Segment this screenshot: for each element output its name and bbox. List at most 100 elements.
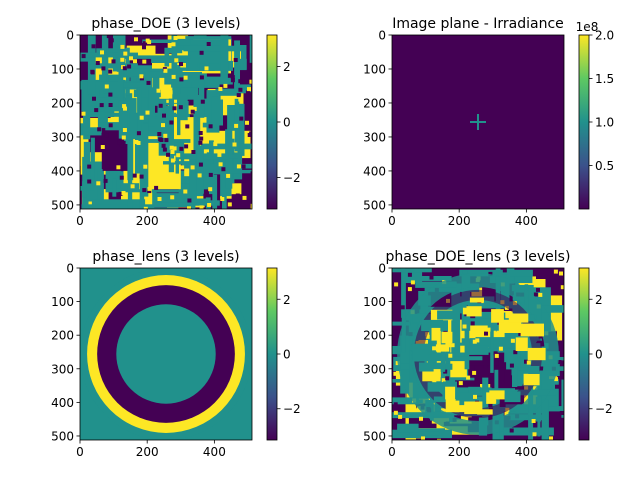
heatmap-pixel	[185, 124, 190, 129]
heatmap-block	[491, 309, 504, 323]
heatmap-block	[418, 362, 434, 372]
heatmap-pixel	[139, 115, 144, 120]
heatmap-stroke	[122, 82, 142, 88]
heatmap-pixel	[554, 377, 558, 382]
heatmap-pixel	[227, 202, 232, 207]
y-tick-label: 300	[363, 362, 386, 376]
heatmap-pixel	[120, 57, 125, 62]
x-tick-label: 200	[136, 214, 159, 228]
heatmap-pixel	[103, 178, 108, 183]
heatmap-pixel	[164, 138, 169, 143]
x-tick-label: 200	[136, 445, 159, 459]
heatmap-block	[441, 331, 453, 344]
heatmap-pixel	[472, 339, 477, 344]
heatmap-pixel	[250, 171, 252, 176]
heatmap-pixel	[429, 275, 434, 280]
colorbar-tick-label: 2	[283, 293, 291, 307]
heatmap-pixel	[419, 416, 423, 421]
axes-frame	[79, 34, 253, 210]
heatmap-pixel	[184, 144, 189, 149]
heatmap-pixel	[555, 384, 559, 389]
heatmap-pixel	[468, 417, 473, 422]
heatmap-pixel	[170, 150, 175, 154]
heatmap-pixel	[122, 66, 127, 71]
heatmap-pixel	[127, 64, 132, 69]
heatmap-pixel	[458, 381, 463, 386]
heatmap-stroke	[83, 80, 90, 124]
heatmap-stroke	[90, 137, 95, 188]
colorbar	[578, 34, 590, 210]
heatmap-pixel	[247, 133, 252, 137]
heatmap-pixel	[157, 132, 162, 136]
heatmap-stroke	[101, 35, 107, 87]
heatmap-pixel	[104, 133, 109, 138]
subplot-title: phase_lens (3 levels)	[92, 249, 239, 265]
colorbar-tick-label: 0.5	[595, 159, 614, 173]
y-tick-label: 400	[363, 164, 386, 178]
heatmap-stroke	[536, 305, 564, 313]
heatmap-stroke	[464, 318, 510, 326]
heatmap-pixel	[208, 172, 213, 177]
heatmap-pixel	[136, 141, 141, 145]
heatmap-pixel	[247, 87, 251, 92]
heatmap-pixel	[145, 38, 150, 43]
subplot-1: phase_DOE (3 levels) 0 200 400 0 100 200 300 400…	[51, 16, 301, 228]
heatmap-pixel	[409, 290, 414, 295]
heatmap-pixel	[227, 73, 232, 78]
y-tick-label: 0	[66, 29, 74, 43]
heatmap-block	[435, 344, 450, 352]
colorbar-tick-label: 2	[283, 60, 291, 74]
heatmap-pixel	[220, 197, 225, 201]
heatmap-pixel	[142, 59, 147, 64]
heatmap-block	[422, 369, 441, 382]
heatmap-pixel	[171, 74, 176, 79]
heatmap-stroke	[142, 39, 182, 43]
heatmap-image	[392, 35, 564, 209]
heatmap-pixel	[236, 93, 241, 98]
heatmap-stroke	[81, 204, 155, 209]
heatmap-pixel	[170, 195, 175, 200]
heatmap-pixel	[162, 147, 167, 152]
heatmap-stroke	[118, 47, 124, 102]
heatmap-pixel	[183, 75, 188, 80]
heatmap-pixel	[524, 359, 528, 364]
heatmap-pixel	[187, 206, 191, 209]
heatmap-stroke	[139, 140, 145, 209]
heatmap-pixel	[234, 123, 239, 128]
heatmap-pixel	[504, 411, 509, 416]
heatmap-stroke	[80, 52, 138, 58]
colorbar-tick-label: −2	[283, 171, 301, 185]
heatmap-pixel	[147, 189, 152, 194]
heatmap-stroke	[133, 89, 161, 98]
heatmap-pixel	[95, 61, 100, 65]
heatmap-pixel	[204, 66, 209, 71]
heatmap-stroke	[397, 423, 419, 433]
heatmap-pixel	[230, 78, 235, 83]
colorbar-tick-label: 0	[283, 348, 291, 362]
heatmap-stroke	[459, 269, 533, 277]
heatmap-stroke	[152, 76, 160, 106]
heatmap-block	[520, 323, 544, 337]
heatmap-pixel	[173, 36, 178, 40]
heatmap-block	[498, 319, 522, 333]
heatmap-stroke	[392, 268, 432, 273]
heatmap-block	[431, 362, 446, 372]
heatmap-pixel	[239, 116, 244, 121]
heatmap-stroke	[196, 145, 204, 194]
heatmap-stroke	[490, 324, 494, 373]
y-tick-label: 200	[51, 96, 74, 110]
y-tick-label: 500	[51, 429, 74, 443]
heatmap-block	[523, 373, 540, 386]
heatmap-stroke	[177, 73, 181, 136]
heatmap-pixel	[172, 146, 177, 151]
heatmap-pixel	[81, 54, 86, 59]
lens-ring	[397, 273, 559, 435]
heatmap-pixel	[410, 280, 415, 285]
colorbar-tick-label: 2	[595, 293, 603, 307]
heatmap-stroke	[409, 431, 440, 436]
y-tick-label: 100	[363, 62, 386, 76]
heatmap-stroke	[451, 356, 483, 361]
heatmap-pixel	[509, 428, 514, 433]
colorbar-tick-label: 1.0	[595, 116, 614, 130]
